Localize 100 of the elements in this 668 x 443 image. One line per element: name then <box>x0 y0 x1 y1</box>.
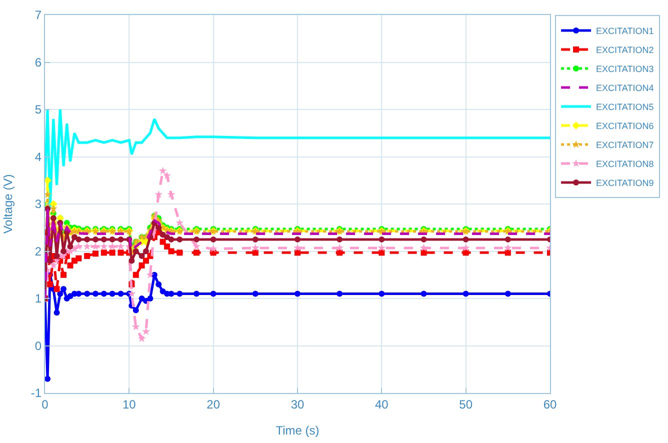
point <box>142 327 150 335</box>
x-axis-title: Time (s) <box>276 423 320 438</box>
point <box>210 290 216 297</box>
point <box>164 234 170 240</box>
point <box>504 236 511 242</box>
point <box>420 236 427 242</box>
point <box>67 262 74 268</box>
point <box>100 236 107 242</box>
legend-label: EXCITATION4 <box>596 83 654 94</box>
point <box>167 190 176 198</box>
x-tick-label: 30 <box>290 397 304 412</box>
point <box>176 250 183 256</box>
y-tick-label: 5 <box>34 102 42 117</box>
point <box>154 190 163 198</box>
point <box>45 190 52 198</box>
point <box>84 290 90 297</box>
point <box>147 296 154 302</box>
point <box>118 290 124 297</box>
x-tick-label: 20 <box>206 397 220 412</box>
point <box>336 236 343 242</box>
point <box>54 310 60 316</box>
legend-label: EXCITATION5 <box>596 102 654 112</box>
y-tick-label: 4 <box>34 150 42 164</box>
point <box>176 290 183 297</box>
point <box>294 236 300 242</box>
point <box>210 236 216 242</box>
point <box>118 250 124 256</box>
point <box>163 171 172 180</box>
legend-label: EXCITATION8 <box>596 159 654 170</box>
x-tick-label: 10 <box>122 397 136 412</box>
point <box>100 242 108 250</box>
point <box>92 250 98 257</box>
point <box>168 248 174 254</box>
y-tick-label: 2 <box>34 244 42 258</box>
point <box>84 236 90 242</box>
point <box>49 204 58 212</box>
point <box>67 244 74 250</box>
point <box>116 242 125 250</box>
point <box>194 290 200 297</box>
point <box>71 234 78 240</box>
point <box>504 290 511 297</box>
point <box>378 290 385 297</box>
point <box>194 250 200 256</box>
y-axis-title: Voltage (V) <box>1 174 16 234</box>
y-tick-label: 1 <box>34 292 42 306</box>
point <box>132 272 139 278</box>
point <box>143 248 149 254</box>
legend-label: EXCITATION1 <box>596 26 654 36</box>
point <box>294 290 300 297</box>
point <box>50 215 56 222</box>
y-tick-label: -1 <box>30 386 42 400</box>
point <box>60 272 67 278</box>
point <box>378 244 386 252</box>
point <box>92 242 100 250</box>
x-tick-label: 50 <box>459 397 473 412</box>
point <box>84 252 90 259</box>
point <box>462 244 470 252</box>
x-tick-label: 60 <box>543 397 557 412</box>
point <box>504 244 512 252</box>
point <box>168 236 174 242</box>
y-tick-label: 3 <box>34 197 42 212</box>
point <box>74 242 83 250</box>
point <box>109 236 116 242</box>
point <box>109 290 116 297</box>
point <box>83 242 92 250</box>
y-tick-label: 0 <box>34 338 42 353</box>
point <box>462 236 469 242</box>
point <box>462 290 469 297</box>
legend-label: EXCITATION2 <box>596 45 654 56</box>
point <box>294 244 302 252</box>
point <box>420 250 427 256</box>
point <box>504 250 511 256</box>
legend-label: EXCITATION9 <box>596 178 654 188</box>
point <box>49 261 58 269</box>
x-tick-label: 40 <box>374 397 389 412</box>
legend-label: EXCITATION6 <box>596 121 654 132</box>
point <box>100 290 107 297</box>
point <box>60 248 67 254</box>
point <box>192 242 200 250</box>
point <box>92 236 98 242</box>
point <box>47 281 54 288</box>
point <box>156 281 162 288</box>
y-tick-label: 6 <box>34 55 42 70</box>
point <box>118 236 124 242</box>
point <box>54 286 60 292</box>
point <box>138 262 145 268</box>
legend-label: EXCITATION7 <box>596 140 654 150</box>
point <box>138 252 145 259</box>
point <box>108 242 116 250</box>
point <box>100 250 107 256</box>
point <box>60 286 67 292</box>
point <box>76 236 82 242</box>
point <box>76 255 82 262</box>
point <box>252 236 258 242</box>
point <box>158 166 167 174</box>
point <box>132 307 139 314</box>
point <box>336 290 343 297</box>
point <box>45 176 52 184</box>
point <box>128 258 135 264</box>
point <box>336 244 344 252</box>
